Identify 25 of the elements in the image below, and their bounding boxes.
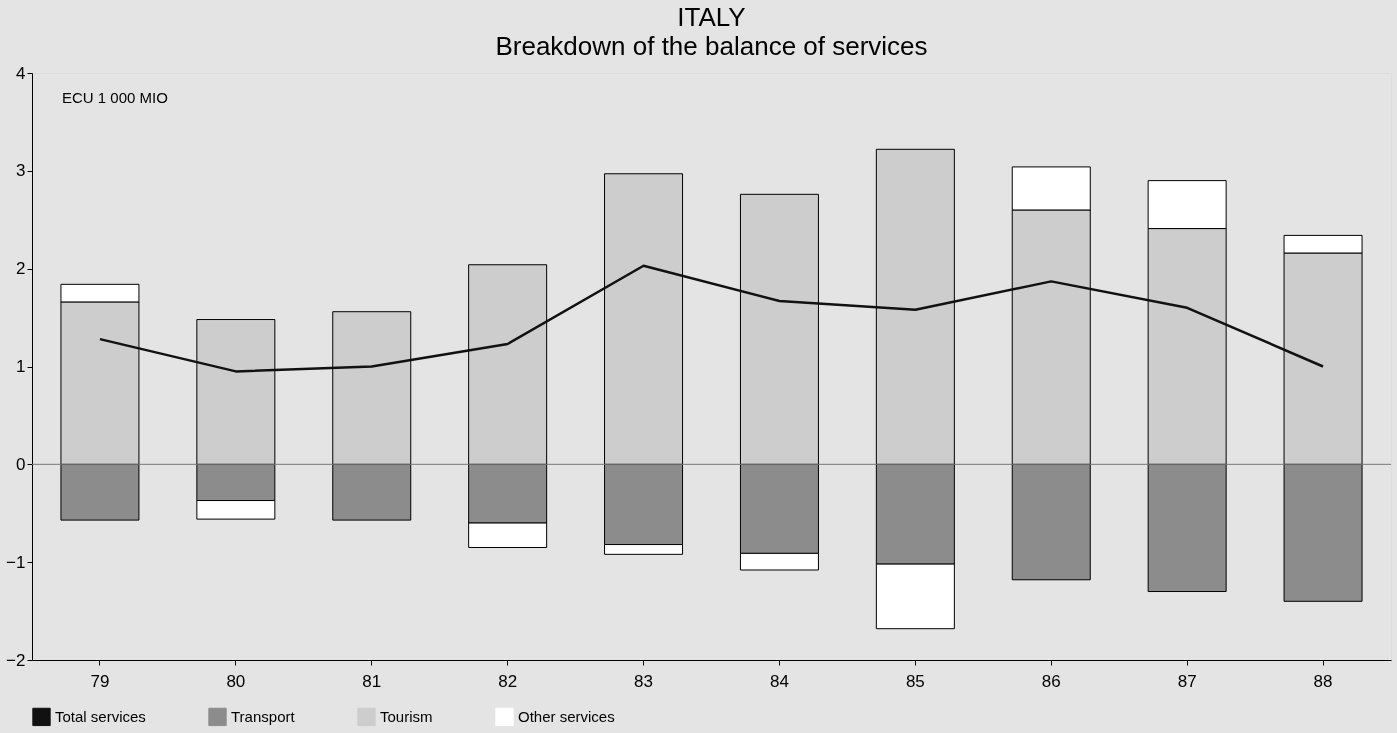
y-tick-label: 2 (16, 259, 26, 279)
legend-label: Tourism (380, 707, 433, 725)
y-tick-label: 1 (16, 357, 26, 376)
legend-label: Transport (231, 707, 296, 725)
x-tick-label: 81 (362, 671, 382, 691)
y-tick-label: −2 (6, 650, 26, 670)
x-tick-label: 83 (634, 671, 654, 691)
x-tick-label: 85 (905, 671, 925, 691)
legend-label: Total services (55, 707, 146, 725)
x-tick-label: 86 (1041, 671, 1061, 691)
chart-subtitle: Breakdown of the balance of services (495, 31, 928, 61)
y-tick-label: 3 (16, 161, 26, 181)
x-tick-label: 84 (769, 671, 789, 691)
x-tick-label: 80 (226, 671, 246, 691)
x-tick-label: 88 (1313, 671, 1333, 691)
line-series (98, 264, 1325, 373)
y-tick-label: −1 (6, 552, 26, 572)
y-tick-label: 4 (16, 63, 26, 83)
y-tick-label: 0 (16, 454, 26, 474)
x-tick-label: 79 (90, 671, 110, 691)
x-tick-label: 87 (1177, 671, 1197, 691)
y-axis-title: ECU 1 000 MIO (62, 89, 168, 106)
chart-title: ITALY (677, 2, 746, 32)
x-tick-label: 82 (498, 671, 518, 691)
legend-label: Other services (518, 707, 615, 725)
